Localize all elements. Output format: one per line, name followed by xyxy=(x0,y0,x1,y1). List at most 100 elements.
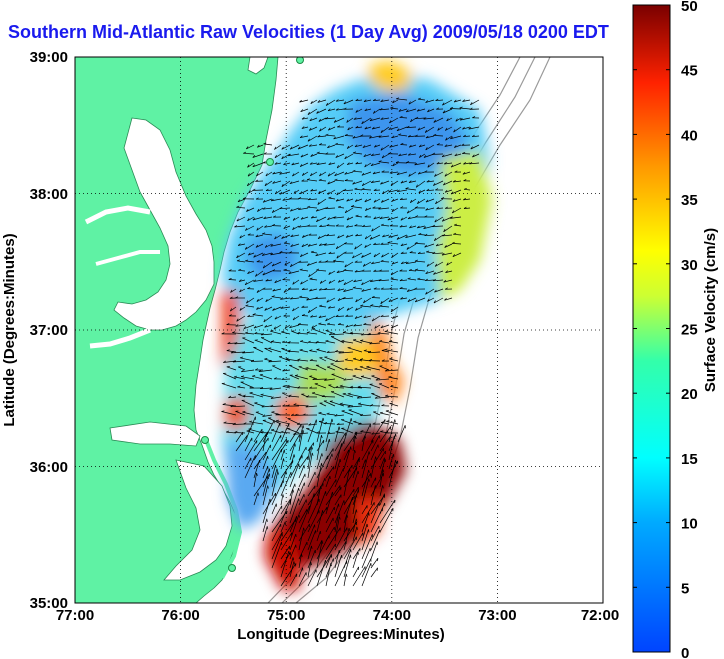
velocity-arrow-head xyxy=(395,161,399,163)
velocity-arrow xyxy=(298,429,304,452)
velocity-arrow xyxy=(242,337,255,344)
velocity-arrow xyxy=(441,252,453,256)
velocity-arrow-head xyxy=(364,199,367,203)
velocity-arrow-head xyxy=(301,244,304,248)
velocity-arrow xyxy=(385,369,399,372)
velocity-arrow-head xyxy=(400,251,404,254)
velocity-arrow xyxy=(270,330,282,335)
velocity-arrow xyxy=(262,420,273,425)
velocity-arrow xyxy=(298,456,309,470)
velocity-arrow-head xyxy=(357,385,361,388)
velocity-arrow-head xyxy=(247,314,251,317)
velocity-arrow xyxy=(378,383,390,389)
velocity-arrow-head xyxy=(370,404,374,407)
velocity-arrow xyxy=(371,297,381,299)
velocity-arrow-head xyxy=(238,268,242,271)
velocity-arrow xyxy=(442,153,453,158)
velocity-arrow xyxy=(450,162,462,168)
velocity-arrow-head xyxy=(425,199,429,203)
velocity-arrow-head xyxy=(306,263,310,266)
velocity-arrow-head xyxy=(388,235,392,238)
velocity-arrow xyxy=(352,170,363,173)
velocity-arrow-head xyxy=(390,182,393,186)
velocity-arrow xyxy=(361,189,372,191)
velocity-arrow-head xyxy=(252,164,256,168)
velocity-arrow-head xyxy=(352,497,354,501)
velocity-arrow xyxy=(292,279,300,285)
velocity-arrow-head xyxy=(252,188,256,191)
velocity-arrow xyxy=(235,435,248,452)
velocity-arrow-head xyxy=(333,136,337,140)
velocity-arrow-head xyxy=(371,261,375,265)
velocity-arrow xyxy=(325,479,337,497)
velocity-arrow xyxy=(388,234,399,238)
velocity-arrow xyxy=(417,225,426,229)
velocity-arrow xyxy=(406,126,417,128)
velocity-arrow-head xyxy=(301,126,305,129)
velocity-arrow xyxy=(323,400,336,407)
velocity-arrow xyxy=(435,198,444,205)
velocity-arrow-head xyxy=(424,233,428,236)
velocity-arrow-head xyxy=(352,286,356,289)
velocity-arrow-head xyxy=(260,393,264,396)
velocity-arrow-head xyxy=(310,188,314,192)
velocity-arrow xyxy=(245,260,255,263)
velocity-arrow xyxy=(381,252,390,258)
velocity-arrow xyxy=(307,569,317,587)
velocity-arrow-head xyxy=(354,316,358,319)
velocity-arrow xyxy=(381,350,390,353)
velocity-arrow xyxy=(373,243,381,245)
velocity-arrow-head xyxy=(444,173,447,177)
velocity-arrow xyxy=(292,216,300,221)
velocity-arrow-head xyxy=(232,360,236,363)
velocity-arrow xyxy=(255,243,264,248)
velocity-arrow xyxy=(289,514,300,542)
velocity-arrow-head xyxy=(396,128,400,132)
velocity-arrow-head xyxy=(354,246,357,250)
x-tick-label: 77:00 xyxy=(56,607,94,624)
velocity-arrow-head xyxy=(309,277,313,280)
velocity-arrow-head xyxy=(407,299,411,302)
velocity-arrow xyxy=(253,451,267,470)
velocity-arrow xyxy=(327,171,336,177)
velocity-arrow-head xyxy=(400,217,403,221)
velocity-arrow-head xyxy=(284,262,287,266)
velocity-arrow-head xyxy=(341,443,343,447)
velocity-arrow xyxy=(371,432,381,435)
velocity-arrow xyxy=(227,342,237,344)
velocity-arrow-head xyxy=(353,339,357,341)
velocity-arrow xyxy=(315,207,327,212)
velocity-arrow xyxy=(408,99,417,105)
velocity-arrow-head xyxy=(314,296,318,299)
velocity-arrow-head xyxy=(379,216,383,219)
velocity-arrow xyxy=(301,117,309,120)
velocity-arrow xyxy=(371,180,381,183)
velocity-arrow xyxy=(245,243,255,250)
velocity-arrow xyxy=(344,261,354,268)
velocity-arrow-head xyxy=(373,98,376,101)
y-tick-label: 36:00 xyxy=(30,459,68,476)
radar-station-marker xyxy=(228,564,236,572)
velocity-arrow xyxy=(397,425,406,443)
velocity-arrow-head xyxy=(432,224,436,227)
velocity-arrow xyxy=(352,566,359,578)
velocity-arrow-head xyxy=(318,178,322,181)
velocity-arrow xyxy=(254,339,264,344)
velocity-arrow xyxy=(318,179,327,182)
velocity-arrow xyxy=(311,324,318,329)
velocity-arrow-head xyxy=(361,333,364,336)
velocity-arrow-head xyxy=(382,485,384,489)
velocity-arrow-head xyxy=(417,200,420,204)
velocity-arrow xyxy=(364,126,372,130)
velocity-arrow-head xyxy=(387,241,391,244)
velocity-arrow-head xyxy=(322,510,324,514)
velocity-arrow xyxy=(330,336,345,344)
velocity-arrow-head xyxy=(389,402,393,404)
velocity-arrow xyxy=(327,432,336,434)
velocity-arrow-head xyxy=(353,324,357,327)
velocity-arrow-head xyxy=(425,291,428,295)
velocity-arrow xyxy=(334,503,339,515)
velocity-arrow xyxy=(400,297,408,300)
velocity-arrow xyxy=(353,421,363,425)
